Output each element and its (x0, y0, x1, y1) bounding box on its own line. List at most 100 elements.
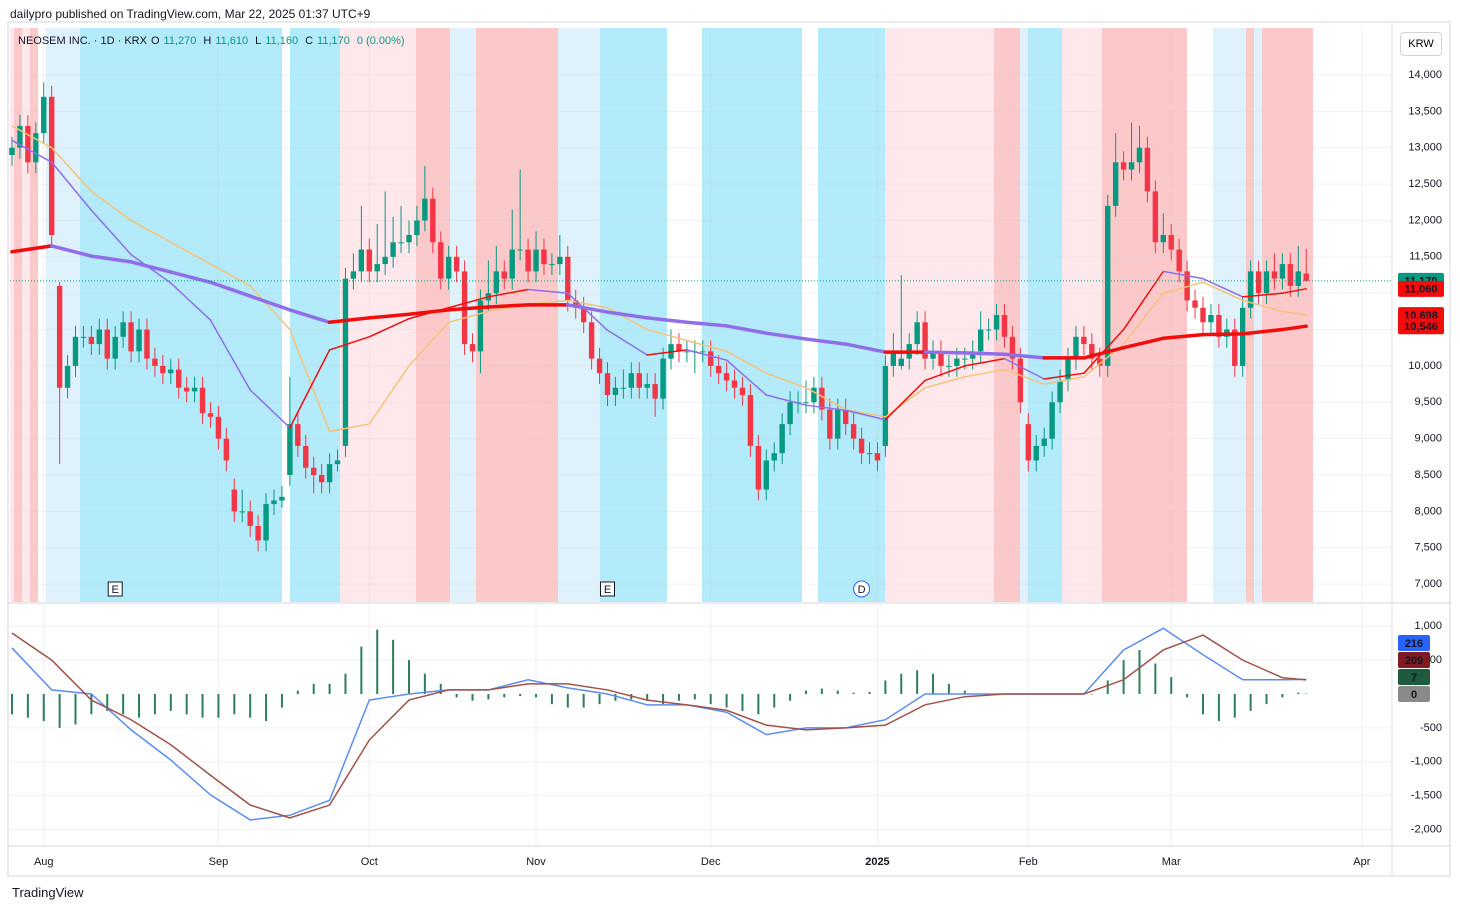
candle-body (850, 424, 857, 439)
candle-body (326, 464, 333, 483)
candle-body (620, 387, 627, 389)
candle-body (493, 271, 500, 294)
candle-body (247, 511, 253, 526)
candle-body (723, 373, 730, 381)
candle-body (858, 438, 865, 454)
moving-average (446, 305, 491, 312)
candle-body (1295, 271, 1301, 286)
currency-button[interactable]: KRW (1400, 32, 1442, 56)
candle-body (33, 133, 39, 163)
candle-body (1073, 336, 1079, 359)
candle-body (1192, 300, 1198, 308)
macd-badge (1398, 635, 1430, 651)
macd-hist-bar (1186, 693, 1189, 698)
x-tick-label: 2025 (865, 856, 889, 868)
moving-average (129, 260, 173, 274)
macd-hist-bar (852, 692, 855, 694)
y-tick-label: 12,000 (1408, 214, 1442, 226)
macd-hist-bar (535, 693, 538, 698)
candle-body (779, 424, 785, 454)
y-tick-label: 7,500 (1414, 542, 1442, 554)
moving-average (447, 296, 490, 309)
x-tick-label: Sep (209, 856, 229, 868)
candle-body (827, 409, 833, 439)
macd-hist-bar (1170, 677, 1173, 694)
zone (476, 28, 558, 602)
candle-body (72, 336, 79, 366)
macd-badge-label: 209 (1405, 655, 1423, 667)
candle-body (199, 387, 206, 414)
macd-hist-bar (836, 690, 839, 694)
candle-body (358, 249, 365, 272)
change-value: 0 (0.00%) (356, 35, 405, 47)
candle-body (565, 256, 571, 301)
moving-average (605, 310, 649, 320)
zone (1020, 28, 1028, 602)
candle-body (1255, 271, 1262, 294)
moving-average (10, 244, 54, 254)
candle-body (215, 416, 222, 439)
zone (1102, 28, 1187, 602)
candle-body (1033, 445, 1039, 461)
candle-body (1065, 358, 1071, 381)
candle-body (1208, 315, 1214, 323)
candle-body (318, 475, 325, 483)
candle-body (1025, 424, 1032, 461)
moving-average (11, 125, 1307, 433)
macd-hist-bar (550, 693, 553, 705)
candle-body (88, 336, 95, 345)
candle-body (549, 264, 555, 266)
moving-average (1161, 332, 1205, 341)
candle-body (993, 315, 1000, 330)
candle-body (469, 344, 476, 352)
candle-body (287, 424, 293, 476)
candle-body (311, 467, 317, 476)
moving-average (367, 312, 411, 320)
candle-body (1009, 336, 1016, 359)
price-badge (1398, 318, 1444, 335)
candle-body (80, 336, 87, 338)
moving-average (1241, 292, 1284, 298)
symbol: NEOSEM INC. · 1D · KRX (18, 35, 147, 47)
candle-body (985, 329, 992, 331)
candle-body (406, 234, 412, 243)
candle-body (1097, 358, 1103, 366)
moving-average (209, 319, 251, 391)
zone (1254, 28, 1262, 602)
candle-body (914, 322, 920, 345)
moving-average (566, 303, 610, 314)
candle-body (604, 373, 611, 396)
zone (30, 28, 38, 602)
moving-average (725, 359, 768, 396)
moving-average (11, 139, 53, 164)
y-tick-label: 8,000 (1414, 505, 1442, 517)
ohlc-key: O (150, 35, 160, 47)
moving-average (527, 288, 569, 294)
candle-body (366, 249, 372, 272)
candle-body (255, 525, 261, 541)
candle-body (1144, 147, 1151, 192)
candle-body (1271, 271, 1278, 279)
x-tick-label: Oct (361, 856, 378, 868)
macd-hist-bar (455, 693, 458, 698)
x-tick-label: Apr (1353, 856, 1370, 868)
candle-body (708, 351, 714, 366)
macd-hist-bar (185, 693, 188, 715)
price-badge-label: 10,546 (1404, 321, 1438, 333)
macd-hist-bar (407, 660, 410, 694)
candle-body (112, 336, 118, 359)
moving-average (50, 161, 93, 212)
moving-average (646, 349, 688, 356)
zone (702, 28, 802, 602)
moving-average (844, 409, 887, 421)
candle-body (533, 249, 539, 272)
moving-average (645, 316, 689, 325)
moving-average (328, 336, 371, 351)
moving-average (964, 357, 1006, 367)
candle-body (612, 387, 619, 396)
candle-body (1168, 234, 1174, 250)
y-tick-label: 10,000 (1408, 360, 1442, 372)
moving-average (686, 349, 728, 361)
candle-body (1136, 147, 1143, 163)
candle-body (334, 460, 341, 465)
